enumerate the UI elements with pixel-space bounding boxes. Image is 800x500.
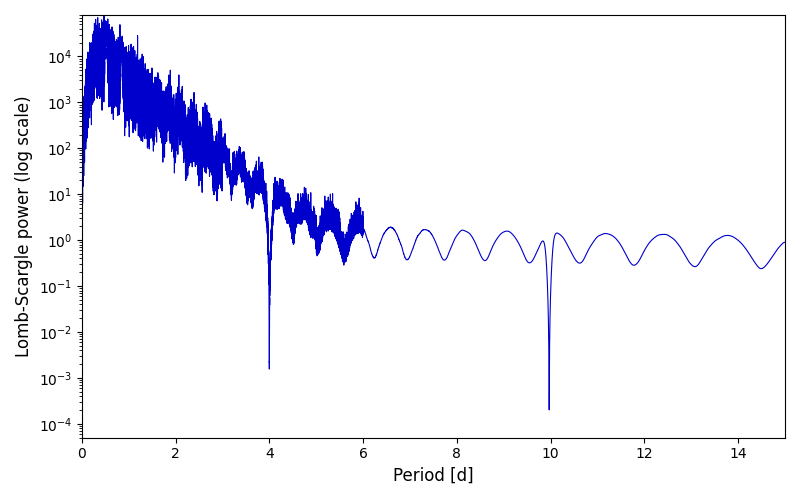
- X-axis label: Period [d]: Period [d]: [393, 467, 474, 485]
- Y-axis label: Lomb-Scargle power (log scale): Lomb-Scargle power (log scale): [15, 96, 33, 357]
